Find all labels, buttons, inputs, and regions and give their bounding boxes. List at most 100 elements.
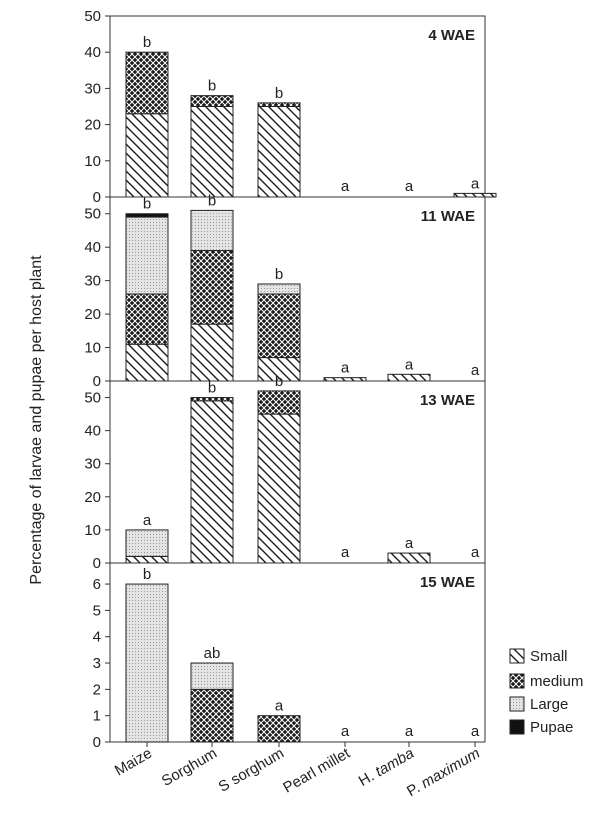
bar-segment-medium (257, 293, 301, 359)
panel-label: 4 WAE (428, 27, 475, 44)
significance-letter: a (405, 535, 414, 552)
y-tick-label: 1 (93, 708, 101, 725)
bar-segment-small (125, 555, 169, 564)
significance-letter: a (143, 512, 152, 529)
legend-label-large: Large (530, 696, 568, 713)
significance-letter: a (405, 723, 414, 740)
significance-letter: a (471, 175, 480, 192)
y-tick-label: 50 (84, 8, 101, 25)
bar-segment-small (190, 106, 234, 198)
panel-label: 15 WAE (420, 574, 475, 591)
y-tick-label: 4 (93, 629, 101, 646)
y-tick-label: 5 (93, 602, 101, 619)
significance-letter: b (143, 34, 151, 51)
bar-segment-medium (257, 390, 301, 415)
bar-segment-medium (257, 715, 301, 743)
significance-letter: a (341, 544, 350, 561)
y-tick-label: 30 (84, 80, 101, 97)
y-tick-label: 20 (84, 117, 101, 134)
x-tick-label: S sorghum (216, 745, 287, 796)
x-tick-label: Pearl millet (280, 744, 353, 796)
bar-segment-small (125, 343, 169, 382)
y-tick-label: 40 (84, 44, 101, 61)
legend-swatch-medium (509, 673, 525, 689)
legend-swatch-pupae (509, 719, 525, 735)
bar-segment-medium (190, 688, 234, 743)
significance-letter: a (275, 698, 284, 715)
bar-segment-large (257, 283, 301, 295)
y-tick-label: 20 (84, 306, 101, 323)
y-tick-label: 0 (93, 734, 101, 751)
y-tick-label: 10 (84, 340, 101, 357)
y-tick-label: 50 (84, 206, 101, 223)
y-tick-label: 30 (84, 273, 101, 290)
significance-letter: a (471, 723, 480, 740)
bar-segment-medium (190, 95, 234, 107)
y-tick-label: 3 (93, 655, 101, 672)
panel-4: 0 1 2 3 4 5 6 b ab a a a a 15 WAE (93, 562, 486, 751)
legend-swatch-large (509, 696, 525, 712)
x-tick-label: Maize (112, 745, 155, 780)
y-tick-label: 30 (84, 456, 101, 473)
significance-letter: ab (204, 645, 221, 662)
y-tick-label: 0 (93, 189, 101, 206)
significance-letter: a (341, 178, 350, 195)
panel-3: 0 10 20 30 40 50 a b b a a a 13 WAE (84, 373, 486, 572)
bar-segment-small (190, 323, 234, 382)
bar-segment-large (125, 216, 169, 295)
y-tick-label: 10 (84, 153, 101, 170)
significance-letter: b (208, 78, 216, 95)
legend-label-medium: medium (530, 673, 583, 690)
y-tick-label: 40 (84, 423, 101, 440)
y-tick-label: 40 (84, 239, 101, 256)
significance-letter: a (405, 178, 414, 195)
bar-segment-medium (125, 293, 169, 345)
y-tick-label: 0 (93, 373, 101, 390)
significance-letter: a (471, 544, 480, 561)
significance-letter: b (275, 85, 283, 102)
panel-1: 0 10 20 30 40 50 b b b a a a 4 WAE (84, 8, 497, 206)
bar-segment-small (257, 106, 301, 198)
legend-swatch-small (509, 648, 525, 664)
bar-segment-small (387, 373, 431, 382)
significance-letter: b (208, 380, 216, 397)
bar-segment-small (125, 113, 169, 198)
significance-letter: b (208, 192, 216, 209)
legend-label-small: Small (530, 648, 568, 665)
y-tick-label: 10 (84, 522, 101, 539)
panel-label: 13 WAE (420, 392, 475, 409)
bar-segment-small (323, 377, 367, 382)
bar-segment-medium (257, 102, 301, 107)
bar-segment-small (190, 400, 234, 564)
bar-segment-small (453, 192, 497, 198)
y-axis-label: Percentage of larvae and pupae per host … (28, 255, 45, 585)
bar-segment-large (125, 583, 169, 743)
significance-letter: a (341, 723, 350, 740)
y-tick-label: 20 (84, 489, 101, 506)
bar-segment-large (190, 209, 234, 252)
significance-letter: b (275, 373, 283, 390)
legend: Small medium Large Pupae (509, 648, 583, 736)
significance-letter: b (143, 566, 151, 583)
bar-segment-large (190, 662, 234, 690)
x-tick-label: P. maximum (404, 745, 483, 800)
panel-label: 11 WAE (421, 208, 475, 225)
bar-segment-pupae (125, 213, 169, 218)
y-tick-label: 2 (93, 681, 101, 698)
bar-segment-medium (125, 51, 169, 115)
significance-letter: a (405, 356, 414, 373)
bar-segment-small (387, 552, 431, 564)
x-tick-label: Sorghum (159, 745, 220, 790)
significance-letter: b (275, 266, 283, 283)
bar-segment-large (125, 529, 169, 557)
y-tick-label: 6 (93, 576, 101, 593)
panel-2: 0 10 20 30 40 50 b b b a a a 11 WAE (84, 192, 486, 390)
bar-segment-medium (190, 397, 234, 402)
significance-letter: a (341, 360, 350, 377)
legend-label-pupae: Pupae (530, 719, 573, 736)
bar-segment-small (257, 413, 301, 564)
y-tick-label: 0 (93, 555, 101, 572)
significance-letter: a (471, 362, 480, 379)
